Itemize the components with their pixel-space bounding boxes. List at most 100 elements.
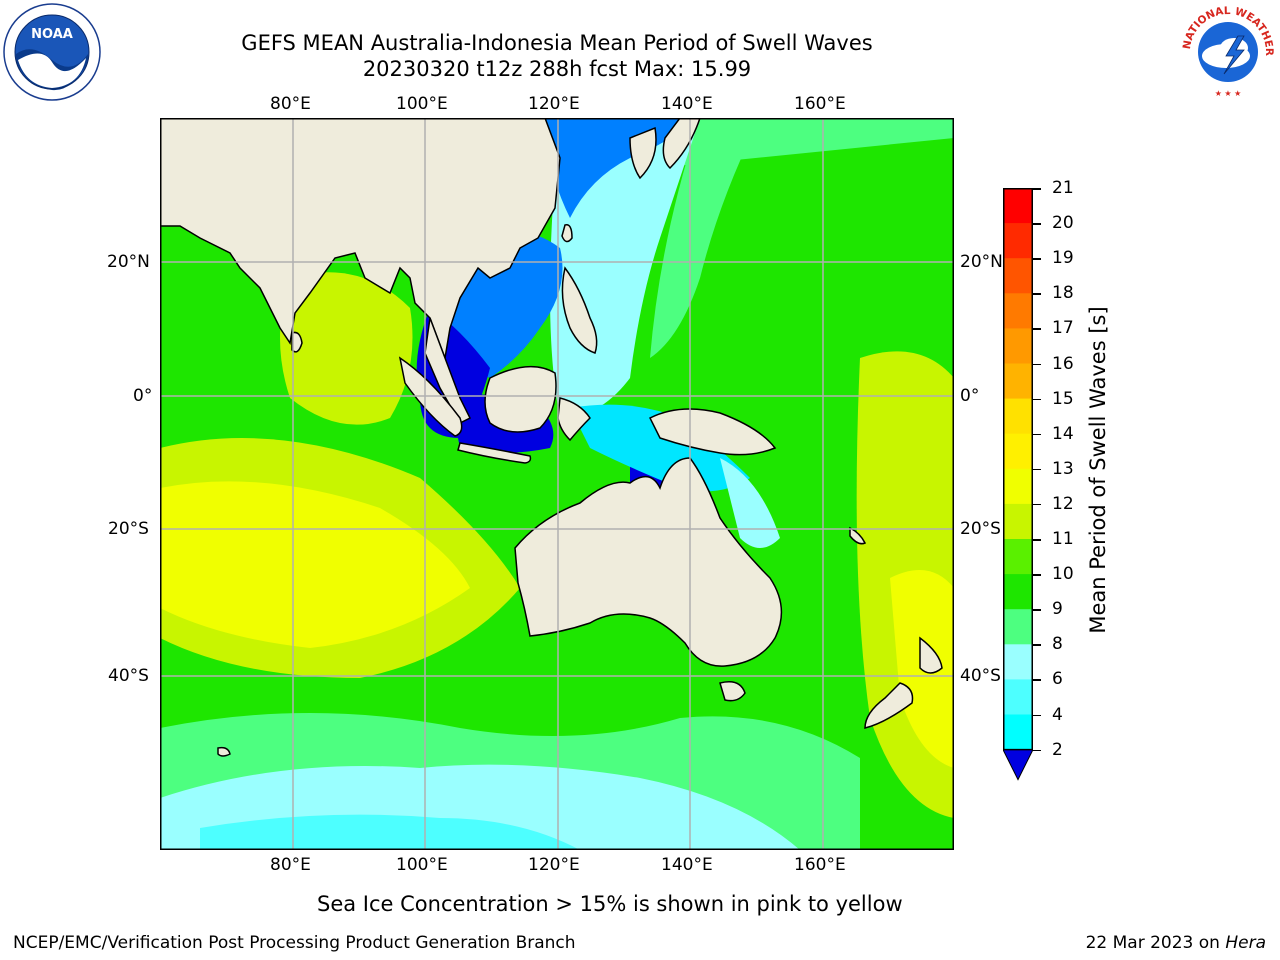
colorbar-swatch	[1003, 468, 1033, 505]
korea-taiwan	[629, 126, 657, 180]
colorbar-tick-label: 21	[1052, 178, 1074, 198]
colorbar-tick-label: 8	[1052, 634, 1063, 655]
lon-tick-bottom-100e: 100°E	[396, 855, 448, 875]
colorbar-swatch	[1003, 503, 1033, 540]
colorbar-tick-label: 2	[1052, 739, 1063, 760]
colorbar-swatch	[1003, 574, 1033, 610]
map-panel[interactable]	[160, 118, 954, 850]
colorbar-tick-mark	[1033, 328, 1041, 330]
colorbar-title: Mean Period of Swell Waves [s]	[1086, 306, 1110, 634]
colorbar-swatch	[1003, 433, 1033, 470]
colorbar-swatch	[1003, 539, 1033, 575]
colorbar-tick-mark	[1033, 258, 1041, 260]
colorbar-swatch	[1003, 223, 1033, 259]
borneo	[484, 365, 557, 433]
swell-band-7s-south	[200, 814, 580, 850]
lat-tick-left-20n: 20°N	[107, 252, 150, 272]
new-zealand-south	[864, 682, 914, 729]
colorbar-tick-mark	[1033, 503, 1041, 506]
nws-logo: NATIONAL WEATHER SERVICE ★ ★ ★	[1174, 0, 1278, 106]
colorbar-swatch	[1003, 398, 1033, 435]
noaa-logo: NOAA	[2, 2, 102, 106]
swell-band-west-pacific	[650, 118, 760, 358]
lon-tick-top-120e: 120°E	[528, 94, 580, 114]
colorbar-tick-mark	[1033, 644, 1041, 646]
lat-tick-left-40s: 40°S	[108, 666, 149, 686]
colorbar-swatch	[1003, 258, 1033, 294]
colorbar-tick-label: 6	[1052, 669, 1063, 690]
colorbar-swatch	[1003, 679, 1033, 715]
lat-tick-right-20s: 20°S	[960, 519, 1001, 539]
map-border	[160, 118, 954, 850]
colorbar-tick-mark	[1033, 433, 1041, 436]
footer-date-text: 22 Mar 2023 on	[1085, 933, 1226, 953]
new-zealand-north	[919, 636, 943, 674]
colorbar-tick-label: 15	[1052, 388, 1074, 409]
colorbar-swatches	[1002, 188, 1034, 781]
colorbar-tick-label: 13	[1052, 458, 1074, 479]
footer-credit: NCEP/EMC/Verification Post Processing Pr…	[13, 933, 576, 953]
japan	[662, 118, 701, 170]
kerguelen	[217, 746, 231, 757]
colorbar-swatch	[1003, 609, 1033, 645]
graticule	[160, 118, 954, 850]
colorbar-tick-mark	[1033, 293, 1041, 295]
footer-date: 22 Mar 2023 on Hera	[1086, 933, 1266, 953]
lon-tick-bottom-160e: 160°E	[794, 855, 846, 875]
colorbar-tick-label: 14	[1052, 423, 1074, 444]
chart-subtitle: 20230320 t12z 288h fcst Max: 15.99	[362, 57, 752, 81]
lon-tick-top-80e: 80°E	[270, 94, 311, 114]
colorbar-swatch	[1003, 188, 1033, 224]
nws-logo-icon: NATIONAL WEATHER SERVICE ★ ★ ★	[1174, 0, 1276, 100]
lon-tick-top-160e: 160°E	[794, 94, 846, 114]
swell-band-bay-of-bengal	[280, 272, 413, 425]
land	[160, 118, 943, 757]
colorbar-swatch	[1003, 363, 1033, 400]
colorbar-under-arrow	[1002, 749, 1034, 781]
lon-tick-top-140e: 140°E	[661, 94, 713, 114]
colorbar-tick-mark	[1033, 679, 1041, 681]
java	[457, 442, 532, 464]
svg-text:★ ★ ★: ★ ★ ★	[1215, 89, 1242, 98]
philippines	[561, 266, 598, 354]
lon-tick-bottom-140e: 140°E	[661, 855, 713, 875]
colorbar-tick-mark	[1033, 714, 1041, 716]
chart-title: GEFS MEAN Australia-Indonesia Mean Perio…	[241, 31, 873, 55]
lat-tick-left-20s: 20°S	[108, 519, 149, 539]
swell-period-map[interactable]	[160, 118, 954, 850]
colorbar-tick-label: 17	[1052, 318, 1074, 339]
colorbar-tick-label: 11	[1052, 529, 1074, 549]
svg-text:NOAA: NOAA	[31, 27, 73, 42]
colorbar-tick-mark	[1033, 539, 1041, 541]
lat-tick-right-0: 0°	[960, 386, 980, 406]
tasmania	[719, 681, 746, 702]
lon-tick-bottom-120e: 120°E	[528, 855, 580, 875]
lat-tick-right-20n: 20°N	[960, 252, 1003, 272]
colorbar-tick-mark	[1033, 223, 1041, 225]
asia-mainland	[160, 118, 561, 361]
footer-host: Hera	[1225, 933, 1266, 953]
lat-tick-left-0: 0°	[133, 386, 153, 406]
colorbar-border	[1003, 188, 1033, 751]
swell-band-13s-indian	[160, 481, 470, 648]
colorbar-swatch	[1003, 328, 1033, 364]
colorbar-tick-label: 18	[1052, 283, 1074, 304]
colorbar-swatch	[1003, 644, 1033, 680]
colorbar-tick-label: 4	[1052, 704, 1063, 725]
lon-tick-top-100e: 100°E	[396, 94, 448, 114]
noaa-logo-icon: NOAA	[3, 3, 101, 101]
colorbar-tick-mark	[1033, 468, 1041, 471]
colorbar-tick-label: 12	[1052, 493, 1074, 514]
colorbar-tick-mark	[1033, 574, 1041, 576]
new-guinea	[648, 408, 777, 456]
colorbar	[1002, 188, 1034, 782]
colorbar-swatch	[1003, 293, 1033, 329]
colorbar-tick-mark	[1033, 609, 1041, 611]
colorbar-tick-mark	[1033, 363, 1041, 365]
lon-tick-bottom-80e: 80°E	[270, 855, 311, 875]
colorbar-swatch	[1003, 714, 1033, 751]
colorbar-tick-label: 19	[1052, 248, 1074, 269]
lat-tick-right-40s: 40°S	[960, 666, 1001, 686]
sri-lanka	[291, 331, 303, 353]
sulawesi	[557, 397, 591, 442]
